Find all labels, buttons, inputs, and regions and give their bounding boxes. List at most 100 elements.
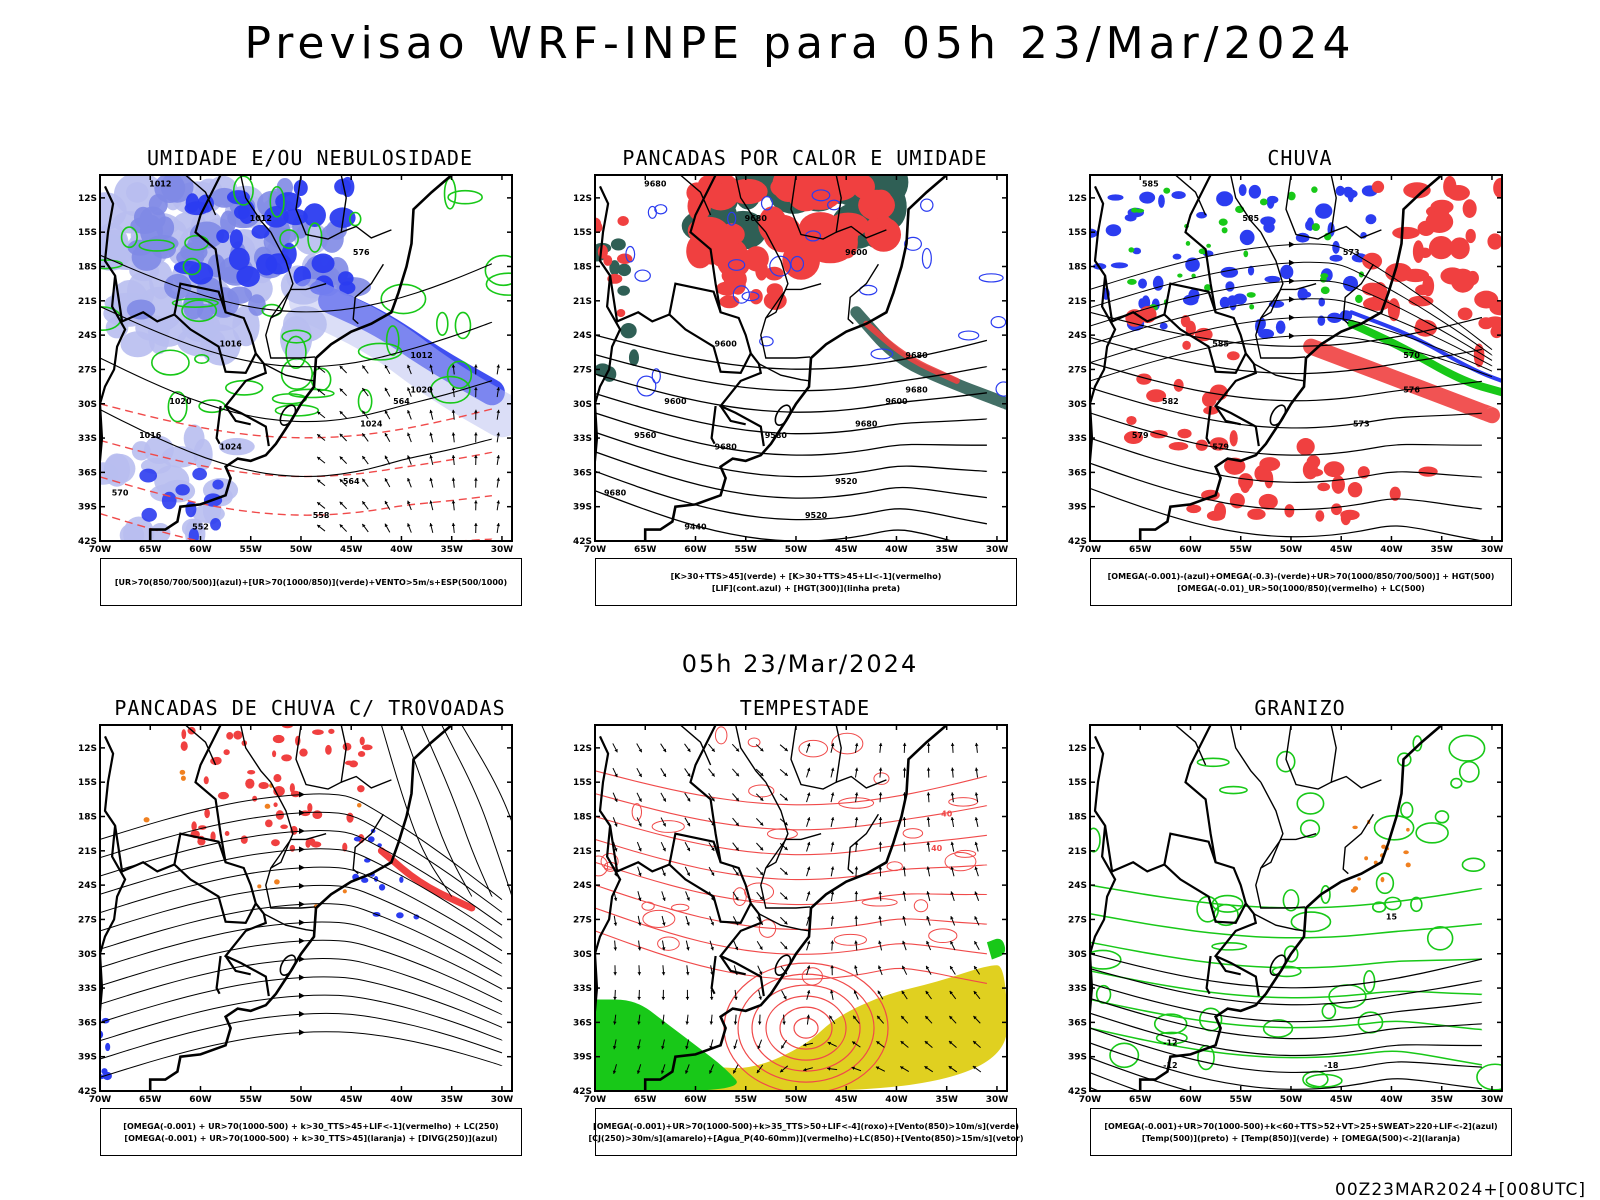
lat-tick-label: 39S	[78, 503, 97, 513]
lon-tick-label: 40W	[390, 1095, 413, 1105]
lon-tick-label: 45W	[835, 545, 858, 555]
contour-label: 9580	[765, 431, 788, 440]
contour-label: 9680	[855, 420, 878, 429]
contour-label: 1016	[139, 431, 162, 440]
lon-tick-label: 70W	[584, 545, 607, 555]
contour-label: 1012	[410, 351, 432, 360]
lat-tick-label: 12S	[573, 194, 592, 204]
lon-tick-label: 55W	[1230, 1095, 1253, 1105]
lat-tick-label: 36S	[78, 468, 97, 478]
lon-tick-label: 65W	[139, 1095, 162, 1105]
lon-tick-label: 65W	[1129, 1095, 1152, 1105]
lon-tick-label: 45W	[340, 545, 363, 555]
lat-tick-label: 39S	[78, 1053, 97, 1063]
lon-tick-label: 50W	[785, 1095, 808, 1105]
contour-label: -18	[1324, 1061, 1339, 1070]
lon-tick-label: 50W	[1280, 545, 1303, 555]
lon-tick-label: 70W	[1079, 545, 1102, 555]
contour-label: 9600	[664, 397, 687, 406]
map-tempestade: 40 40 12S 15S 18S 21S 24S 27S 30S 33S 36S 39S 42S70W…	[573, 724, 1008, 1105]
lon-tick-label: 40W	[885, 1095, 908, 1105]
run-stamp: 00Z23MAR2024+[008UTC]	[1335, 1180, 1586, 1200]
field-layer: 1012 1012 1016 1020 1024 1016 1020 1024 1012 576 5…	[100, 175, 512, 541]
lat-tick-label: 30S	[573, 400, 592, 410]
lat-tick-label: 36S	[1068, 1018, 1087, 1028]
lat-tick-label: 24S	[1068, 331, 1087, 341]
contour-label: 1024	[220, 443, 243, 452]
panel-granizo: GRANIZO -12 -18 -12 15 12S 15S 18S 21S 24S 27S 30S…	[1050, 696, 1550, 1166]
lat-tick-label: 42S	[78, 1087, 97, 1097]
legend-line: [Temp(500)](preto) + [Temp(850)](verde) …	[1141, 1133, 1461, 1143]
lon-tick-label: 55W	[735, 545, 758, 555]
contour-label: 9680	[905, 385, 928, 394]
contour-label: 585	[1142, 179, 1159, 188]
field-layer: 40 40	[595, 725, 1007, 1091]
lat-tick-label: 27S	[78, 365, 97, 375]
lat-tick-label: 36S	[573, 468, 592, 478]
legend-line: [OMEGA(-0.001)-(azul)+OMEGA(-0.3)-(verde…	[1107, 571, 1495, 581]
lon-tick-label: 65W	[634, 545, 657, 555]
lat-tick-label: 39S	[1068, 503, 1087, 513]
contour-label: 558	[313, 511, 330, 520]
map-umidade: 1012 1012 1016 1020 1024 1016 1020 1024 1012 576 5…	[78, 174, 514, 555]
lat-tick-label: 18S	[573, 813, 592, 823]
lat-tick-label: 27S	[78, 915, 97, 925]
lat-tick-label: 21S	[573, 847, 592, 857]
lon-tick-label: 60W	[189, 545, 212, 555]
contour-label: 9520	[805, 511, 828, 520]
contour-label: 1020	[410, 385, 433, 394]
lon-tick-label: 55W	[1230, 545, 1253, 555]
lat-tick-label: 33S	[78, 984, 97, 994]
lat-tick-label: 18S	[78, 813, 97, 823]
contour-label: 9680	[715, 443, 738, 452]
contour-label: 9680	[745, 214, 768, 223]
lat-tick-label: 42S	[573, 1087, 592, 1097]
lon-tick-label: 30W	[491, 545, 514, 555]
lat-tick-label: 39S	[573, 1053, 592, 1063]
lat-tick-label: 24S	[1068, 881, 1087, 891]
legend-box: [K>30+TTS>45](verde) + [K>30+TTS>45+LI<-…	[595, 558, 1017, 606]
lat-tick-label: 39S	[573, 503, 592, 513]
lon-tick-label: 50W	[290, 545, 313, 555]
lon-tick-label: 35W	[1430, 545, 1453, 555]
contour-label: 564	[393, 397, 410, 406]
lon-tick-label: 45W	[1330, 545, 1353, 555]
field-layer: 9680 9680 9600 9600 9680 9560 9680 9680 9680 9600…	[595, 175, 1007, 541]
contour-label: 9600	[885, 397, 908, 406]
lon-tick-label: 35W	[440, 545, 463, 555]
lat-tick-label: 33S	[78, 434, 97, 444]
contour-label: 576	[353, 248, 370, 257]
lat-tick-label: 15S	[78, 778, 97, 788]
lon-tick-label: 60W	[684, 1095, 707, 1105]
legend-box: [OMEGA(-0.001)+UR>70(1000-500)+k<60+TTS>…	[1090, 1108, 1512, 1156]
panel-title: UMIDADE E/OU NEBULOSIDADE	[146, 146, 474, 170]
lon-tick-label: 70W	[89, 1095, 112, 1105]
lat-tick-label: 39S	[1068, 1053, 1087, 1063]
panel-tempestade: TEMPESTADE 40 40 12S 15S 18S 21S 24S 27S 30S 33S 3…	[555, 696, 1055, 1166]
lon-tick-label: 50W	[1280, 1095, 1303, 1105]
lat-tick-label: 12S	[573, 744, 592, 754]
panel-title: CHUVA	[1267, 146, 1333, 170]
field-layer: -12 -18 -12 15	[1090, 725, 1502, 1091]
contour-label: 9680	[644, 179, 667, 188]
legend-line: [OMEGA(-0.001)+UR>70(1000-500)+k<60+TTS>…	[1104, 1121, 1498, 1131]
mid-timestamp: 05h 23/Mar/2024	[681, 650, 919, 678]
panel-title: TEMPESTADE	[739, 696, 871, 720]
legend-line: [LIF](cont.azul) + [HGT(300)](linha pret…	[711, 583, 901, 593]
lat-tick-label: 24S	[573, 331, 592, 341]
panel-title: PANCADAS POR CALOR E UMIDADE	[622, 146, 988, 170]
lat-tick-label: 18S	[1068, 263, 1087, 273]
legend-box: [OMEGA(-0.001)-(azul)+OMEGA(-0.3)-(verde…	[1090, 558, 1512, 606]
legend-line: [K>30+TTS>45](verde) + [K>30+TTS>45+LI<-…	[670, 571, 942, 581]
map-granizo: -12 -18 -12 15 12S 15S 18S 21S 24S 27S 30S 33S 36S 39…	[1068, 724, 1503, 1105]
contour-label: 9680	[604, 488, 627, 497]
contour-label: 9600	[715, 340, 738, 349]
lon-tick-label: 35W	[935, 1095, 958, 1105]
lat-tick-label: 21S	[78, 847, 97, 857]
contour-label: 585	[1212, 340, 1229, 349]
lon-tick-label: 35W	[935, 545, 958, 555]
